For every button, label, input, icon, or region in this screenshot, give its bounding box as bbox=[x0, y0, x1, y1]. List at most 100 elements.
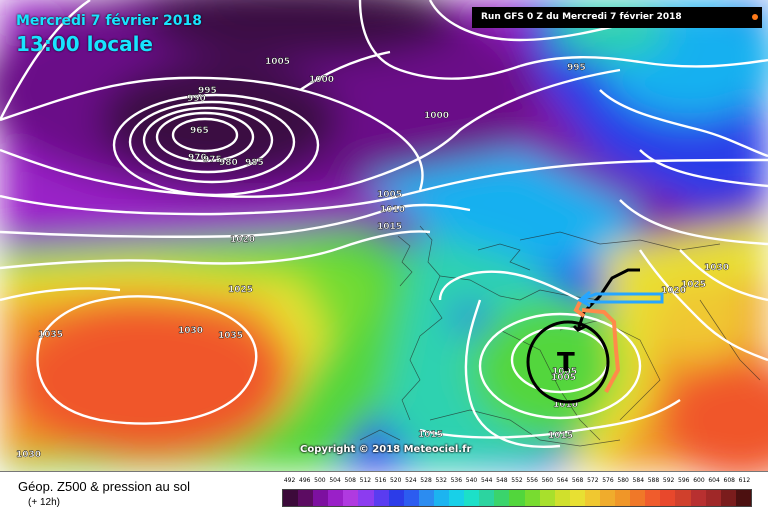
scale-tick-label: 524 bbox=[405, 477, 417, 484]
isobar-label: 1005 bbox=[552, 367, 577, 377]
isobar-label: 1030 bbox=[16, 450, 41, 460]
scale-swatch bbox=[599, 490, 616, 506]
run-info-box: Run GFS 0 Z du Mercredi 7 février 2018 bbox=[472, 7, 762, 28]
scale-swatch bbox=[735, 490, 751, 506]
isobar-label: 995 bbox=[567, 63, 586, 73]
scale-swatch bbox=[705, 490, 721, 506]
scale-swatch bbox=[569, 490, 585, 506]
scale-swatch bbox=[388, 490, 404, 506]
scale-tick-label: 596 bbox=[678, 477, 690, 484]
footer-title: Géop. Z500 & pression au sol bbox=[18, 479, 190, 494]
scale-swatch bbox=[645, 490, 661, 506]
isobar-label: 1015 bbox=[377, 222, 402, 232]
isobar-label: 1005 bbox=[265, 57, 290, 67]
isobar-label: 1030 bbox=[704, 263, 729, 273]
isobar-label: 1010 bbox=[380, 205, 405, 215]
scale-tick-label: 600 bbox=[693, 477, 705, 484]
isobar-label: 970 bbox=[188, 153, 207, 163]
scale-tick-label: 564 bbox=[556, 477, 569, 484]
scale-tick-label: 528 bbox=[420, 477, 432, 484]
scale-tick-label: 492 bbox=[283, 477, 296, 484]
scale-tick-label: 592 bbox=[662, 477, 675, 484]
isobar-label: 1000 bbox=[309, 75, 334, 85]
scale-tick-label: 604 bbox=[708, 477, 720, 484]
scale-swatch bbox=[328, 490, 344, 506]
scale-swatch bbox=[539, 490, 555, 506]
isobar-label: 1015 bbox=[548, 431, 573, 441]
scale-swatch bbox=[283, 490, 299, 506]
footer-subtitle: (+ 12h) bbox=[28, 497, 60, 508]
scale-swatch bbox=[313, 490, 329, 506]
scale-swatch bbox=[524, 490, 540, 506]
scale-swatch bbox=[615, 490, 631, 506]
isobar-label: 1030 bbox=[178, 326, 203, 336]
scale-swatch bbox=[403, 490, 419, 506]
isobars bbox=[0, 0, 768, 447]
scale-swatch bbox=[509, 490, 525, 506]
scale-tick-label: 512 bbox=[359, 477, 372, 484]
scale-swatch bbox=[675, 490, 691, 506]
scale-tick-label: 540 bbox=[465, 477, 478, 484]
isobar-label: 1010 bbox=[553, 400, 578, 410]
scale-swatch bbox=[343, 490, 359, 506]
color-scale-labels: 492 496 500 504 508 512 516 520 524 528 532 536 540 5… bbox=[282, 477, 752, 487]
scale-tick-label: 500 bbox=[314, 477, 326, 484]
isobar-label: 975 bbox=[203, 155, 222, 165]
scale-tick-label: 556 bbox=[526, 477, 538, 484]
scale-tick-label: 588 bbox=[647, 477, 660, 484]
isobar-label: 985 bbox=[245, 158, 264, 168]
legend-footer: Géop. Z500 & pression au sol (+ 12h) 492… bbox=[0, 471, 768, 513]
scale-tick-label: 548 bbox=[496, 477, 508, 484]
scale-tick-label: 552 bbox=[511, 477, 523, 484]
isobar-label: 1015 bbox=[418, 430, 443, 440]
scale-tick-label: 508 bbox=[344, 477, 356, 484]
scale-swatch bbox=[494, 490, 510, 506]
isobar-label: 1035 bbox=[218, 331, 243, 341]
scale-tick-label: 608 bbox=[723, 477, 735, 484]
copyright-text: Copyright © 2018 Meteociel.fr bbox=[300, 444, 472, 455]
low-pressure-symbol: T bbox=[557, 348, 575, 378]
scale-swatch bbox=[660, 490, 676, 506]
scale-tick-label: 568 bbox=[571, 477, 584, 484]
scale-tick-label: 584 bbox=[632, 477, 645, 484]
scale-swatch bbox=[373, 490, 389, 506]
blue-arrow bbox=[579, 292, 664, 304]
scale-tick-label: 560 bbox=[541, 477, 554, 484]
isobar-label: 990 bbox=[187, 94, 206, 104]
isobar-label: 995 bbox=[198, 86, 217, 96]
scale-swatch bbox=[418, 490, 434, 506]
isobar-label: 1020 bbox=[661, 286, 686, 296]
scale-swatch bbox=[554, 490, 570, 506]
scale-tick-label: 532 bbox=[435, 477, 447, 484]
user-annotations: T 1005 bbox=[526, 268, 664, 404]
scale-swatch bbox=[690, 490, 706, 506]
scale-swatch bbox=[720, 490, 736, 506]
run-info-text: Run GFS 0 Z du Mercredi 7 février 2018 bbox=[481, 12, 682, 22]
scale-tick-label: 496 bbox=[299, 477, 311, 484]
scale-tick-label: 520 bbox=[389, 477, 402, 484]
isobar-label: 1000 bbox=[424, 111, 449, 121]
scale-swatch bbox=[464, 490, 480, 506]
isobar-label: 965 bbox=[190, 126, 209, 136]
scale-swatch bbox=[479, 490, 495, 506]
scale-swatch bbox=[433, 490, 450, 506]
orange-arrow bbox=[581, 308, 621, 393]
color-scale-bar bbox=[282, 489, 752, 507]
map-time-title: 13:00 locale bbox=[16, 32, 153, 56]
isobar-label: 1025 bbox=[681, 280, 706, 290]
low-pressure-circle bbox=[526, 320, 610, 404]
geopotential-color-field bbox=[0, 0, 768, 471]
isobar-label: 1035 bbox=[38, 330, 63, 340]
isobar-label: 1005 bbox=[377, 190, 402, 200]
scale-swatch bbox=[449, 490, 465, 506]
scale-tick-label: 536 bbox=[450, 477, 463, 484]
scale-swatch bbox=[584, 490, 600, 506]
scale-tick-label: 504 bbox=[329, 477, 341, 484]
scale-tick-label: 576 bbox=[602, 477, 614, 484]
run-indicator-dot bbox=[752, 14, 758, 20]
scale-tick-label: 580 bbox=[617, 477, 629, 484]
scale-swatch bbox=[298, 490, 314, 506]
